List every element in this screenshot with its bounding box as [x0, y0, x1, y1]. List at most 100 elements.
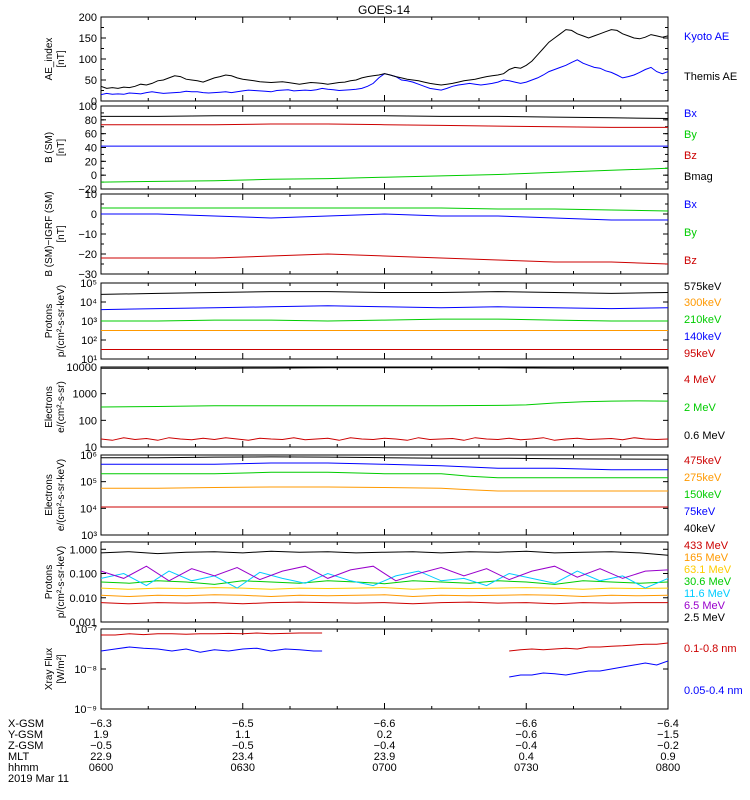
x-axis-value: −6.6 — [374, 718, 396, 730]
series-line-11-6-mev — [101, 570, 668, 589]
series-line-165-mev — [101, 594, 668, 598]
legend-entry: Bz — [684, 255, 697, 267]
panel-frame — [100, 366, 669, 448]
series-line-bx — [101, 213, 668, 221]
legend-entry: Themis AE — [684, 71, 737, 83]
series-line-63-1-mev — [101, 587, 668, 590]
legend-entry: Bz — [684, 150, 697, 162]
y-tick-label: 0.100 — [69, 569, 97, 581]
y-axis-label: B (SM) — [44, 132, 55, 163]
panel-8: 10⁻⁹ 10⁻⁸ 10⁻⁷ Xray Flux [W/m²] 0.1-0.8 nm 0.0… — [44, 624, 743, 716]
y-tick-label: 10¹ — [81, 354, 97, 366]
y-tick-label: 10⁶ — [80, 450, 97, 462]
series-line-275kev — [101, 486, 668, 492]
y-tick-label: −20 — [78, 249, 97, 261]
series-line-0-05-0-4-nm — [509, 660, 668, 678]
y-tick-label: 1000 — [73, 389, 97, 401]
legend-entry: 6.5 MeV — [684, 600, 726, 612]
legend-entry: 300keV — [684, 297, 722, 309]
y-tick-label: 0.010 — [69, 593, 97, 605]
series-line-575kev — [101, 291, 668, 295]
y-axis-unit: [nT] — [56, 139, 67, 156]
legend-entry: 2 MeV — [684, 402, 716, 414]
y-tick-label: 10³ — [81, 530, 97, 542]
y-tick-label: 0 — [91, 209, 97, 221]
series-line-themis-ae — [101, 29, 668, 89]
y-axis-unit: [nT] — [56, 225, 67, 242]
x-axis-value: −6.5 — [232, 718, 254, 730]
y-axis-unit: [W/m²] — [56, 654, 67, 684]
panel-4: 10¹ 10² 10³ 10⁴ 10⁵ Protons p/(cm²-s-sr-keV) 57… — [44, 278, 722, 366]
x-axis-value: −1.5 — [657, 729, 679, 741]
legend-entry: 433 MeV — [684, 540, 729, 552]
panel-frame — [100, 454, 669, 536]
y-axis-label: Protons — [44, 304, 55, 338]
y-tick-label: 0.001 — [69, 617, 97, 629]
legend-entry: 4 MeV — [684, 374, 716, 386]
series-line-210kev — [101, 318, 668, 322]
y-axis-label: Electrons — [44, 386, 55, 428]
series-line-150kev — [101, 471, 668, 479]
x-axis-value: 0600 — [89, 762, 113, 774]
y-tick-label: 10 — [85, 189, 97, 201]
y-axis-unit: p/(cm²-s-sr-keV) — [56, 285, 67, 357]
y-tick-label: 10 — [85, 442, 97, 454]
series-line-bz — [101, 123, 668, 128]
series-line-0-1-0-8-nm — [509, 642, 668, 652]
legend-entry: 40keV — [684, 523, 716, 535]
y-axis-label: Protons — [44, 565, 55, 599]
y-tick-label: 10⁵ — [80, 278, 97, 290]
x-axis-value: 0730 — [514, 762, 538, 774]
legend-entry: 95keV — [684, 348, 716, 360]
series-line-0-1-0-8-nm — [101, 632, 323, 636]
y-tick-label: 40 — [85, 143, 97, 155]
y-tick-label: 100 — [79, 101, 97, 113]
series-line-433-mev — [101, 601, 668, 605]
panel-1: 0 50 100 150 200 AE_index [nT] Kyoto AE Themis A… — [44, 12, 737, 108]
x-axis-value: −0.4 — [515, 740, 537, 752]
series-line-75kev — [101, 462, 668, 471]
panel-frame — [100, 16, 669, 102]
y-axis-unit: p/(cm²-s-sr-keV) — [56, 546, 67, 618]
x-axis-value: −0.6 — [515, 729, 537, 741]
y-tick-label: 10³ — [81, 316, 97, 328]
y-axis-unit: e/(cm²-s-sr-keV) — [56, 459, 67, 531]
y-tick-label: −10 — [78, 229, 97, 241]
x-axis-value: 0700 — [372, 762, 396, 774]
y-axis-label: Xray Flux — [44, 648, 55, 690]
y-axis-label: B (SM)−IGRF (SM) — [44, 191, 55, 276]
legend-entry: By — [684, 129, 697, 141]
x-axis-value: 1.9 — [93, 729, 108, 741]
series-line-bmag — [101, 115, 668, 119]
x-axis-value: 0.4 — [519, 751, 534, 763]
y-axis-unit: [nT] — [56, 50, 67, 67]
legend-entry: By — [684, 227, 697, 239]
x-axis-row-label: MLT — [8, 751, 29, 763]
series-line-2-mev — [101, 400, 668, 408]
legend-entry: 165 MeV — [684, 552, 729, 564]
series-line-by — [101, 167, 668, 183]
y-axis-label: Electrons — [44, 474, 55, 516]
legend-entry: 2.5 MeV — [684, 612, 726, 624]
y-tick-label: 200 — [79, 12, 97, 24]
x-axis-value: −0.4 — [374, 740, 396, 752]
y-tick-label: 10⁵ — [80, 477, 97, 489]
y-axis-label: AE_index — [44, 38, 55, 81]
x-axis-value: −6.3 — [90, 718, 112, 730]
y-tick-label: 150 — [79, 33, 97, 45]
legend-entry: 0.1-0.8 nm — [684, 643, 737, 655]
y-tick-label: 10⁻⁷ — [75, 624, 97, 636]
x-axis-row-label: Y-GSM — [8, 729, 43, 741]
legend-entry: 475keV — [684, 455, 722, 467]
legend-entry: Bx — [684, 108, 697, 120]
y-tick-label: 20 — [85, 156, 97, 168]
legend-entry: 0.6 MeV — [684, 430, 726, 442]
y-tick-label: 100 — [79, 415, 97, 427]
series-line-by — [101, 207, 668, 212]
series-line-140kev — [101, 305, 668, 311]
x-axis-value: 0.9 — [660, 751, 675, 763]
y-tick-label: −30 — [78, 269, 97, 281]
y-tick-label: 10² — [81, 335, 97, 347]
